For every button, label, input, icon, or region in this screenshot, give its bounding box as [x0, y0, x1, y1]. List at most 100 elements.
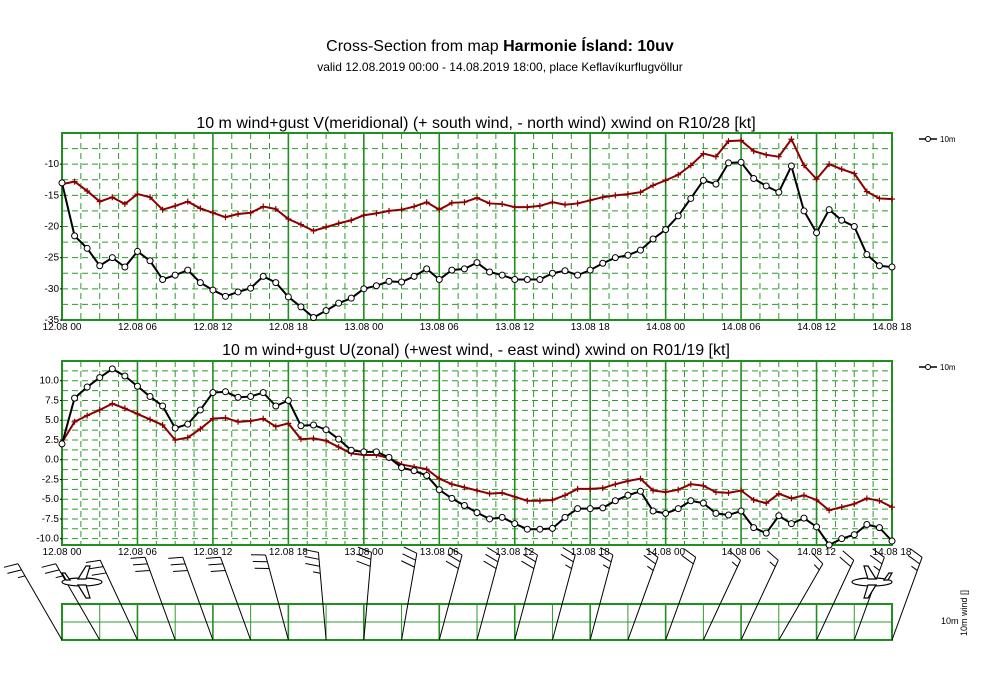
data-point	[460, 502, 468, 510]
data-point	[650, 487, 657, 494]
data-point	[486, 200, 493, 207]
data-point	[448, 199, 455, 206]
y-tick-label: -5.0	[42, 494, 60, 505]
data-point	[272, 279, 280, 287]
data-point	[247, 209, 254, 216]
data-point	[636, 487, 644, 495]
panel-title-meridional: 10 m wind+gust V(meridional) (+ south wi…	[196, 115, 756, 132]
data-point	[221, 388, 229, 396]
data-point	[272, 206, 279, 213]
data-point	[649, 507, 657, 515]
data-point	[738, 487, 745, 494]
wind-barb	[627, 548, 659, 641]
data-point	[687, 194, 695, 202]
data-point	[234, 393, 242, 401]
data-point	[838, 504, 845, 511]
y-tick-label: -25	[45, 253, 60, 264]
data-point	[800, 514, 808, 522]
data-point	[235, 211, 242, 218]
data-point	[222, 414, 229, 421]
data-point	[813, 176, 820, 183]
data-point	[184, 266, 192, 274]
data-point	[398, 206, 405, 213]
data-point	[360, 285, 368, 293]
data-point	[611, 497, 619, 505]
wind-barb	[665, 548, 697, 641]
data-point	[260, 203, 267, 210]
x-tick-label: 12.08 00	[43, 322, 82, 333]
data-point	[108, 254, 116, 262]
panel-title-zonal: 10 m wind+gust U(zonal) (+west wind, - e…	[222, 342, 730, 359]
data-point	[863, 251, 871, 259]
x-tick-label: 12.08 18	[269, 322, 308, 333]
data-point	[851, 170, 858, 177]
data-point	[662, 177, 669, 184]
data-point	[787, 162, 795, 170]
data-point	[574, 271, 582, 279]
data-point	[121, 263, 129, 271]
data-point	[435, 486, 443, 494]
x-tick-label: 12.08 00	[43, 547, 82, 558]
data-point	[260, 415, 267, 422]
x-tick-label: 13.08 18	[571, 322, 610, 333]
data-point	[96, 374, 104, 382]
y-tick-label: 0.0	[45, 455, 59, 466]
wind-barb	[476, 547, 501, 641]
data-point	[310, 314, 318, 322]
data-point	[172, 436, 179, 443]
data-point	[725, 489, 732, 496]
data-point	[523, 275, 531, 283]
data-point	[549, 496, 556, 503]
data-point	[247, 393, 255, 401]
data-point	[825, 541, 833, 549]
data-point	[147, 416, 154, 423]
data-point	[511, 520, 519, 528]
x-tick-label: 12.08 12	[193, 547, 232, 558]
data-point	[851, 500, 858, 507]
wind-barb	[438, 547, 463, 641]
x-tick-label: 13.08 18	[571, 547, 610, 558]
data-point	[96, 198, 103, 205]
wind-barb	[551, 547, 576, 641]
data-point	[662, 226, 670, 234]
data-point	[699, 176, 707, 184]
x-tick-label: 13.08 12	[495, 322, 534, 333]
data-point	[436, 206, 443, 213]
data-point	[423, 199, 430, 206]
wind-barb	[205, 556, 252, 641]
airplane-icon	[851, 565, 894, 599]
data-point	[83, 383, 91, 391]
data-point	[725, 159, 733, 167]
y-tick-label: -15	[45, 190, 60, 201]
data-point	[209, 415, 216, 422]
data-point	[863, 188, 870, 195]
data-point	[109, 400, 116, 407]
data-point	[410, 467, 418, 475]
data-point	[800, 207, 808, 215]
data-point	[398, 278, 406, 286]
data-point	[637, 475, 644, 482]
data-point	[322, 307, 330, 315]
data-point	[675, 486, 682, 493]
data-point	[58, 440, 66, 448]
data-point	[335, 299, 343, 307]
data-point	[624, 191, 631, 198]
data-point	[285, 216, 292, 223]
data-point	[800, 162, 807, 169]
airplane-icon	[60, 565, 103, 599]
data-point	[499, 489, 506, 496]
meridional-panel: -35 -30 -25 -20 -15 -10 12.08 00 12.08 06 12.08 …	[43, 132, 956, 333]
data-point	[473, 509, 481, 517]
wind-barb	[589, 547, 614, 641]
chart-main-title: Cross-Section from map Harmonie Ísland: …	[0, 38, 1000, 56]
data-point	[335, 220, 342, 227]
data-point	[850, 223, 858, 230]
x-tick-label: 14.08 00	[646, 547, 685, 558]
data-point	[310, 227, 317, 234]
data-point	[612, 192, 619, 199]
data-point	[599, 194, 606, 201]
data-point	[788, 136, 795, 143]
data-point	[184, 420, 192, 428]
data-point	[284, 293, 292, 301]
wind-barb	[168, 556, 214, 641]
